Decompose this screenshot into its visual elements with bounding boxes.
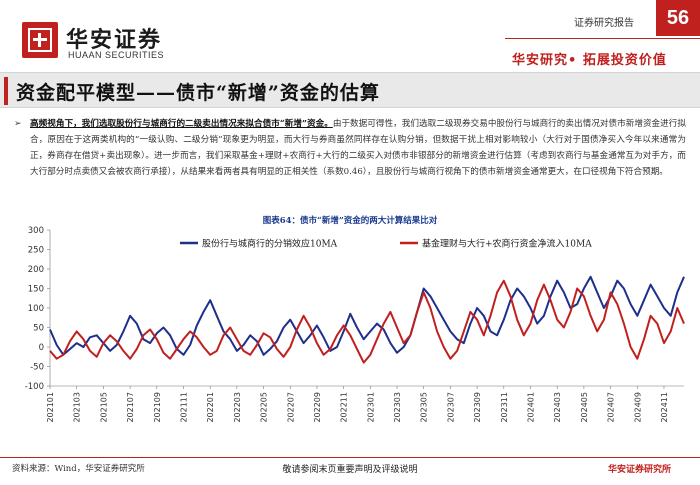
x-tick-label: 202105 <box>99 392 108 423</box>
x-tick-label: 202211 <box>340 392 349 423</box>
x-tick-label: 202405 <box>580 392 589 423</box>
y-tick-label: 200 <box>28 265 44 275</box>
x-tick-label: 202207 <box>286 392 295 423</box>
paragraph-text: 由于数据可得性，我们选取二级现券交易中股份行与城商行的卖出情况对债市新增资金进行… <box>30 119 686 177</box>
paragraph-lead: 高频视角下，我们选取股份行与城商行的二级卖出情况来拟合债市“新增”资金。 <box>30 119 333 129</box>
x-tick-label: 202311 <box>500 392 509 423</box>
series-line-1 <box>49 275 685 356</box>
x-tick-label: 202305 <box>420 392 429 423</box>
legend-label-1: 股份行与城商行的分销效应10MA <box>202 238 338 250</box>
y-tick-label: 300 <box>28 226 44 236</box>
x-tick-label: 202403 <box>553 392 562 423</box>
x-tick-label: 202205 <box>260 392 269 423</box>
section-title: 资金配平模型——债市“新增”资金的估算 <box>16 82 380 104</box>
source-note: 资料来源：Wind，华安证券研究所 <box>12 464 145 474</box>
y-tick-label: 0 <box>39 343 44 353</box>
figure-title: 图表64：债市“新增”资金的两大计算结果比对 <box>262 216 438 226</box>
brand-name-cn: 华安证券 <box>66 27 163 53</box>
firm-name: 华安证券研究所 <box>608 465 672 475</box>
x-tick-label: 202307 <box>446 392 455 423</box>
x-tick-label: 202409 <box>633 392 642 423</box>
y-tick-label: 100 <box>28 304 44 314</box>
section-title-bar: 资金配平模型——债市“新增”资金的估算 <box>0 72 700 108</box>
slogan: 华安研究• 拓展投资价值 <box>512 53 667 68</box>
x-tick-label: 202201 <box>206 392 215 423</box>
line-chart: -100 -50 0 50 100 150 200 250 300 202101 202103 202… <box>25 226 685 423</box>
x-tick-label: 202101 <box>46 392 55 423</box>
x-tick-label: 202309 <box>473 392 482 423</box>
y-tick-label: -100 <box>25 382 44 392</box>
x-tick-label: 202411 <box>660 392 669 423</box>
series-line-2 <box>49 279 685 364</box>
bullet-arrow-icon: ➢ <box>14 119 22 129</box>
disclaimer: 敬请参阅末页重要声明及评级说明 <box>282 465 418 475</box>
y-tick-label: -50 <box>30 363 44 373</box>
x-tick-label: 202109 <box>153 392 162 423</box>
x-tick-label: 202107 <box>126 392 135 423</box>
x-tick-label: 202407 <box>607 392 616 423</box>
report-type: 证券研究报告 <box>574 18 634 29</box>
page-number: 56 <box>656 0 700 36</box>
body-paragraph: ➢ 高频视角下，我们选取股份行与城商行的二级卖出情况来拟合债市“新增”资金。由于… <box>14 116 686 180</box>
y-tick-label: 50 <box>33 324 44 334</box>
brand-name-en: HUAAN SECURITIES <box>68 50 165 60</box>
legend-label-2: 基金理财与大行+农商行资金净流入10MA <box>422 238 592 250</box>
x-tick-label: 202103 <box>73 392 82 423</box>
y-tick-label: 250 <box>28 246 44 256</box>
x-tick-label: 202111 <box>179 392 188 423</box>
y-tick-label: 150 <box>28 285 44 295</box>
x-tick-label: 202301 <box>366 392 375 423</box>
company-logo <box>22 22 58 58</box>
footer-divider <box>0 457 700 458</box>
x-tick-label: 202303 <box>393 392 402 423</box>
x-tick-label: 202401 <box>527 392 536 423</box>
x-tick-label: 202209 <box>313 392 322 423</box>
title-accent <box>4 77 8 105</box>
header-divider <box>505 38 700 39</box>
x-tick-label: 202203 <box>233 392 242 423</box>
